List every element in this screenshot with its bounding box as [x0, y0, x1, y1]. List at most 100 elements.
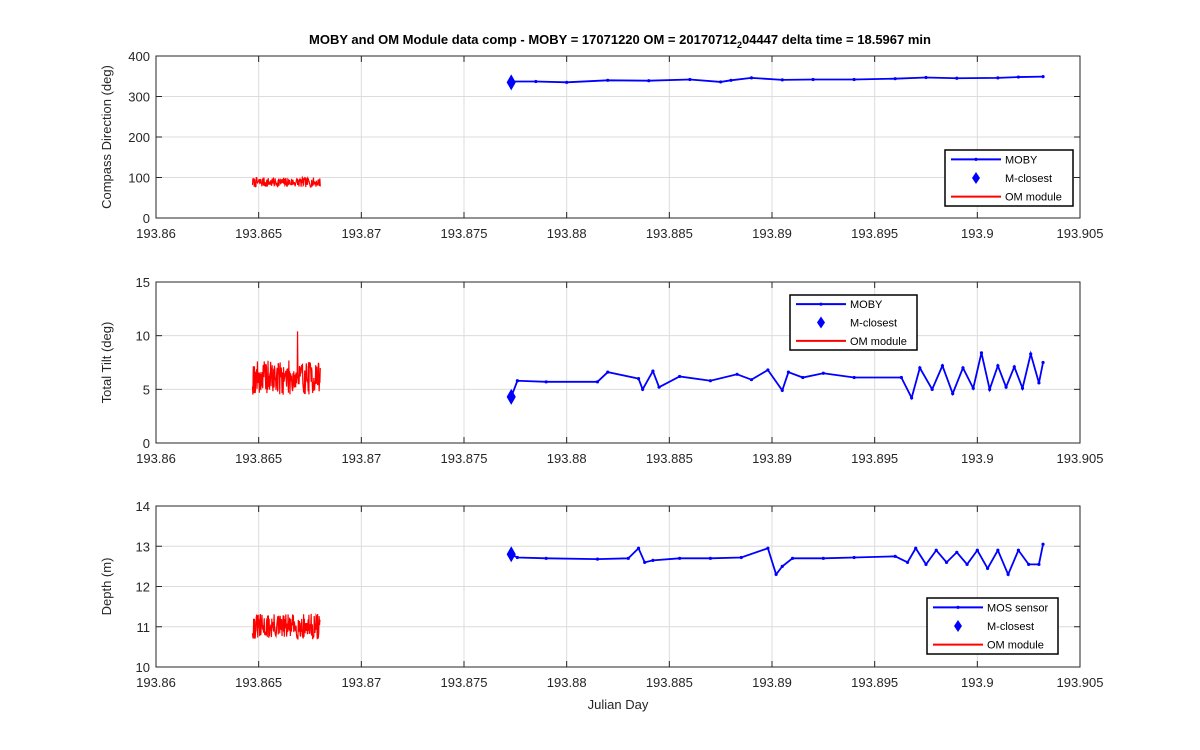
compass-direction-panel: 193.86 193.865 193.87 193.875 193.88 193.885 1…: [99, 49, 1104, 241]
moby-data-point: [940, 364, 945, 368]
moby-data-point: [996, 548, 1000, 552]
om-module-series: [251, 331, 321, 395]
y-tick-label: 100: [128, 171, 150, 186]
x-tick-label: 193.86: [136, 226, 176, 241]
moby-data-point: [944, 560, 949, 564]
x-tick-label: 193.875: [441, 226, 488, 241]
legend-closest-swatch: [954, 620, 962, 632]
moby-data-point: [852, 77, 856, 82]
m-closest-marker: [506, 74, 516, 91]
moby-data-point: [979, 351, 984, 355]
moby-data-point: [766, 368, 770, 372]
x-tick-label: 193.89: [752, 675, 792, 690]
x-tick-label: 193.895: [851, 675, 898, 690]
moby-data-point: [749, 76, 754, 80]
data-layer: [251, 542, 1045, 640]
moby-data-point: [647, 79, 651, 83]
moby-data-point: [544, 380, 548, 384]
moby-data-point: [1006, 572, 1010, 577]
y-tick-label: 13: [136, 539, 150, 554]
y-tick-label: 300: [128, 90, 150, 105]
x-tick-label: 193.86: [136, 451, 176, 466]
data-layer: [251, 331, 1045, 405]
x-tick-label: 193.905: [1057, 226, 1104, 241]
moby-data-point: [565, 80, 569, 84]
moby-data-point: [821, 556, 825, 560]
legend-moby-dot: [974, 157, 978, 161]
x-tick-label: 193.875: [441, 675, 488, 690]
x-tick-label: 193.87: [341, 675, 381, 690]
moby-data-point: [811, 77, 815, 82]
x-tick-label: 193.89: [752, 226, 792, 241]
y-tick-label: 10: [136, 660, 150, 675]
axes-box: [155, 505, 1081, 668]
legend-label: MOBY: [1005, 154, 1038, 166]
legend-label: M-closest: [1005, 173, 1052, 185]
moby-data-point: [515, 379, 519, 383]
y-axis-label: Compass Direction (deg): [99, 65, 114, 209]
x-tick-label: 193.88: [547, 226, 587, 241]
moby-data-point: [766, 546, 770, 550]
moby-data-point: [595, 557, 600, 561]
y-tick-label: 11: [137, 620, 151, 635]
legend-label: OM module: [1005, 192, 1062, 204]
moby-data-point: [961, 366, 965, 370]
x-tick-label: 193.885: [646, 451, 693, 466]
moby-data-point: [1016, 548, 1021, 552]
moby-data-point: [924, 562, 928, 566]
x-tick-label: 193.88: [547, 451, 587, 466]
moby-data-point: [688, 77, 692, 82]
moby-series-line: [510, 350, 1044, 401]
moby-data-point: [626, 556, 630, 560]
y-tick-label: 200: [128, 130, 150, 145]
x-tick-label: 193.88: [547, 675, 587, 690]
moby-data-point: [852, 555, 856, 560]
moby-data-point: [975, 548, 979, 552]
legend: MOBY M-closest OM module: [944, 149, 1074, 207]
moby-data-point: [651, 558, 655, 562]
moby-data-point: [678, 374, 682, 379]
x-tick-label: 193.865: [235, 451, 282, 466]
moby-data-point: [1037, 381, 1041, 385]
x-tick-label: 193.875: [441, 451, 488, 466]
moby-data-point: [719, 80, 723, 84]
moby-data-point: [1016, 75, 1021, 79]
x-axis-label: Julian Day: [588, 697, 649, 712]
moby-data-point: [821, 371, 825, 375]
y-tick-label: 14: [136, 499, 150, 514]
title-main: MOBY and OM Module data comp - MOBY = 17…: [309, 32, 737, 47]
x-tick-label: 193.9: [961, 226, 994, 241]
x-tick-label: 193.87: [341, 226, 381, 241]
y-tick-label: 10: [136, 329, 150, 344]
y-tick-label: 5: [143, 382, 150, 397]
moby-data-point: [971, 386, 975, 390]
moby-data-point: [1041, 542, 1045, 546]
moby-data-point: [934, 548, 938, 552]
om-module-series: [251, 175, 321, 188]
legend-label: MOS sensor: [987, 602, 1048, 614]
moby-data-point: [996, 364, 1000, 368]
moby-data-point: [852, 375, 856, 380]
om-module-series: [251, 612, 321, 640]
moby-data-point: [1012, 365, 1016, 369]
moby-data-point: [1041, 360, 1045, 365]
moby-data-point: [708, 556, 713, 560]
moby-data-point: [955, 550, 959, 554]
moby-series-line: [511, 75, 1044, 84]
moby-data-point: [996, 76, 1000, 80]
moby-data-point: [544, 556, 548, 560]
moby-data-point: [924, 75, 928, 80]
moby-data-point: [899, 375, 903, 380]
moby-data-point: [780, 388, 784, 393]
moby-data-point: [749, 378, 754, 382]
data-layer: [251, 74, 1045, 188]
x-tick-label: 193.89: [752, 451, 792, 466]
moby-data-point: [739, 555, 743, 560]
moby-data-point: [780, 564, 784, 568]
moby-data-point: [643, 560, 647, 564]
x-tick-label: 193.9: [961, 675, 994, 690]
y-tick-label: 12: [136, 580, 150, 595]
title-rest: 04447 delta time = 18.5967 min: [742, 32, 931, 47]
moby-data-point: [1041, 75, 1045, 79]
